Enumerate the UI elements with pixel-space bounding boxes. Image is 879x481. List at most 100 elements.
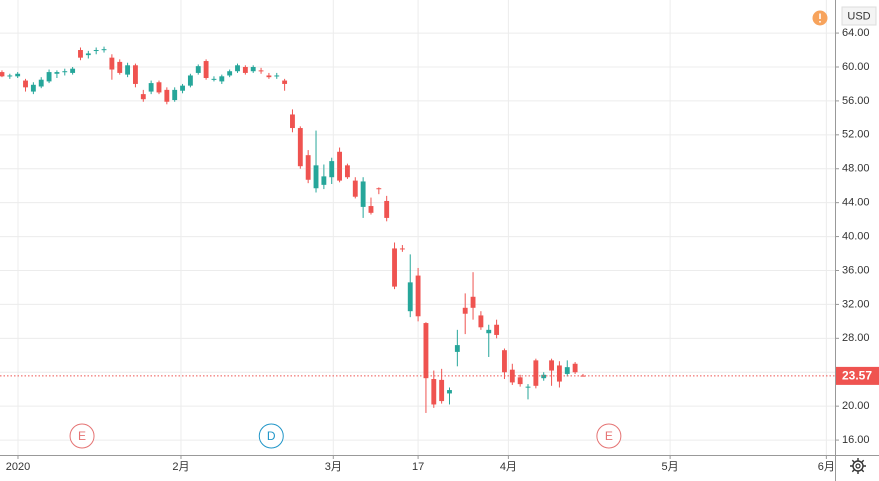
event-marker	[596, 423, 622, 449]
candle-body	[376, 188, 382, 190]
candle-body	[156, 82, 162, 93]
candle-body	[172, 89, 178, 101]
candle-body	[85, 53, 91, 56]
y-tick-label: 28.00	[842, 332, 870, 344]
x-tick-label: 6月	[818, 461, 835, 473]
y-tick-label: 48.00	[842, 163, 870, 175]
candle-body	[447, 390, 452, 394]
grid	[0, 0, 835, 455]
candle-body	[502, 350, 507, 373]
event-marker	[69, 423, 95, 449]
candle-body	[297, 128, 303, 167]
candle-body	[93, 50, 99, 52]
candle-body	[415, 275, 421, 317]
candle-body	[109, 57, 115, 70]
candle-body	[313, 165, 319, 189]
candle-body	[407, 282, 413, 312]
candle-body	[101, 49, 107, 51]
x-tick-label: 17	[412, 461, 424, 473]
candle-body	[46, 72, 52, 82]
candle-body	[399, 248, 405, 250]
candle-body	[30, 84, 36, 92]
candle-body	[384, 200, 390, 218]
candle-body	[274, 75, 280, 77]
currency[interactable]: USD	[847, 10, 870, 22]
last-price-label: 23.57	[842, 369, 872, 383]
candle-body	[219, 76, 225, 82]
candle-body	[227, 71, 233, 76]
event-label: D	[267, 429, 276, 443]
event-label: E	[78, 429, 86, 443]
y-tick-label: 44.00	[842, 197, 870, 209]
candle-body	[533, 360, 539, 386]
candle-body	[525, 386, 531, 388]
candle-body	[78, 50, 83, 58]
candle-body	[23, 80, 28, 88]
candle-body	[62, 71, 68, 73]
event-marker	[258, 423, 284, 449]
candle-body	[133, 65, 138, 84]
last-price-box	[836, 366, 879, 385]
candle-body	[187, 75, 193, 86]
candle-body	[195, 66, 201, 73]
candle-body	[564, 367, 570, 374]
candle-body	[235, 65, 240, 72]
candle-body	[580, 375, 586, 377]
candle-body	[517, 377, 523, 385]
x-tick-label: 2月	[172, 461, 189, 473]
candle-body	[250, 66, 256, 72]
candle-body	[148, 83, 154, 92]
candle-body	[462, 307, 468, 314]
candle-body	[266, 75, 272, 78]
candle-body	[360, 181, 366, 207]
candle-body	[329, 161, 335, 178]
event-label: E	[605, 429, 613, 443]
candle-body	[494, 324, 500, 335]
y-tick-label: 32.00	[842, 298, 870, 310]
y-tick-label: 64.00	[842, 27, 870, 39]
x-tick-label: 5月	[662, 461, 679, 473]
y-tick-label: 20.00	[842, 400, 870, 412]
candle-body	[392, 248, 397, 287]
currency-box[interactable]	[841, 6, 877, 26]
candle-body	[541, 374, 547, 379]
candle-body	[211, 78, 217, 80]
candle-body	[70, 68, 76, 73]
alert-icon[interactable]	[812, 10, 828, 26]
y-tick-label: 36.00	[842, 264, 870, 276]
candle-body	[140, 94, 146, 100]
candle-body	[556, 365, 562, 382]
candle-body	[180, 85, 185, 91]
y-tick-label: 52.00	[842, 129, 870, 141]
y-tick-label: 40.00	[842, 230, 870, 242]
candle-body	[321, 176, 327, 185]
candle-body	[486, 329, 492, 334]
candle-body	[164, 89, 170, 102]
settings-icon[interactable]	[850, 458, 866, 474]
candle-body	[203, 61, 209, 79]
candle-body	[7, 75, 13, 77]
candle-body	[305, 155, 311, 180]
candle-body	[478, 315, 484, 328]
candle-body	[352, 180, 358, 197]
candle-body	[125, 65, 131, 75]
x-tick-label: 3月	[325, 461, 342, 473]
candle-body	[258, 70, 264, 72]
candle-body	[282, 80, 288, 84]
candle-body	[290, 114, 295, 129]
candle-body	[470, 296, 476, 308]
candle-body	[337, 151, 343, 181]
x-tick-label: 4月	[500, 461, 517, 473]
candle-body	[431, 379, 437, 405]
x-tick-label: 2020	[6, 461, 30, 473]
y-tick-label: 56.00	[842, 95, 870, 107]
candle-body	[54, 72, 60, 74]
candle-body	[38, 79, 44, 87]
candle-body	[423, 323, 429, 379]
candle-body	[439, 379, 445, 402]
candle-body	[344, 165, 350, 178]
